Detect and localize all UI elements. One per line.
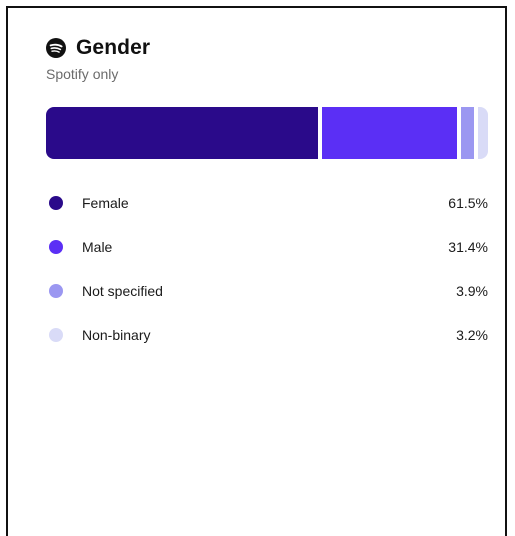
legend-row-male: Male 31.4% (46, 225, 488, 269)
legend-label-non-binary: Non-binary (82, 327, 151, 343)
legend-label-not-specified: Not specified (82, 283, 163, 299)
legend-value-male: 31.4% (448, 239, 488, 255)
legend-row-non-binary: Non-binary 3.2% (46, 313, 488, 357)
legend-dot-male (49, 240, 63, 254)
card-subtitle: Spotify only (46, 66, 119, 82)
legend-value-female: 61.5% (448, 195, 488, 211)
legend-label-female: Female (82, 195, 129, 211)
gender-card: Gender Spotify only Female 61.5% Male 31.4%… (6, 6, 507, 536)
legend-dot-female (49, 196, 63, 210)
gender-stacked-bar (46, 107, 488, 159)
legend-label-male: Male (82, 239, 113, 255)
legend-row-female: Female 61.5% (46, 181, 488, 225)
bar-segment-female (46, 107, 318, 159)
bar-segment-not-specified (456, 107, 474, 159)
card-header: Gender (46, 36, 150, 60)
legend-value-not-specified: 3.9% (456, 283, 488, 299)
legend-row-not-specified: Not specified 3.9% (46, 269, 488, 313)
bar-segment-non-binary (473, 107, 488, 159)
gender-legend: Female 61.5% Male 31.4% Not specified 3.9% Non… (46, 181, 488, 357)
card-title: Gender (76, 36, 151, 59)
bar-segment-male (317, 107, 457, 159)
spotify-logo-icon (46, 38, 66, 58)
legend-dot-non-binary (49, 328, 63, 342)
legend-dot-not-specified (49, 284, 63, 298)
legend-value-non-binary: 3.2% (456, 327, 488, 343)
